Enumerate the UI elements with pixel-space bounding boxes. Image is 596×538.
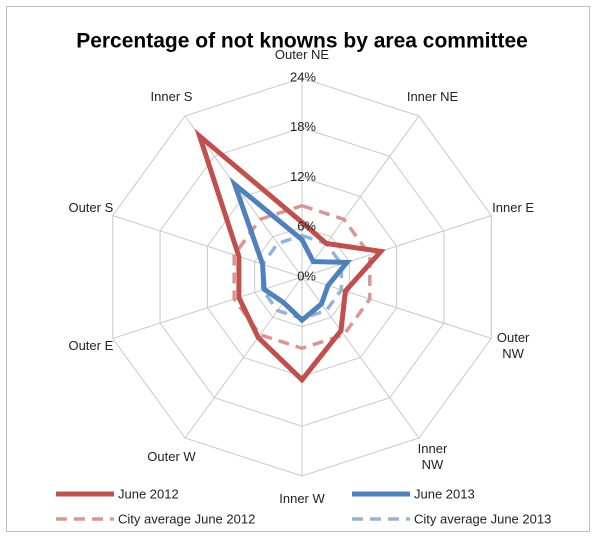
category-label: Inner W xyxy=(279,491,325,506)
category-label: Outer E xyxy=(68,337,114,353)
category-label: Inner E xyxy=(492,200,535,216)
category-label: Inner NW xyxy=(417,440,448,472)
category-label: Outer W xyxy=(147,448,196,464)
legend-label: June 2012 xyxy=(118,486,179,501)
category-label: Inner S xyxy=(150,89,193,105)
category-label: Outer NW xyxy=(496,329,530,361)
tick-label: 18% xyxy=(290,119,316,134)
legend-label: June 2013 xyxy=(414,486,475,501)
legend-label: City average June 2012 xyxy=(118,511,255,526)
chart-title: Percentage of not knowns by area committ… xyxy=(76,30,528,53)
spoke xyxy=(112,276,303,339)
series-line xyxy=(229,176,353,324)
spoke xyxy=(301,276,492,339)
tick-label: 0% xyxy=(297,268,316,283)
series-line xyxy=(232,203,372,351)
chart-frame xyxy=(6,6,590,532)
category-label: Outer NE xyxy=(274,47,330,62)
spoke xyxy=(301,115,420,278)
series-line xyxy=(194,128,386,384)
spoke xyxy=(301,215,492,278)
category-label: Inner NE xyxy=(406,89,459,105)
legend-label: City average June 2013 xyxy=(414,511,551,526)
tick-label: 6% xyxy=(297,219,316,234)
tick-label: 24% xyxy=(290,69,316,84)
tick-label: 12% xyxy=(290,169,316,184)
category-label: Outer S xyxy=(68,200,114,216)
spoke xyxy=(112,215,303,278)
